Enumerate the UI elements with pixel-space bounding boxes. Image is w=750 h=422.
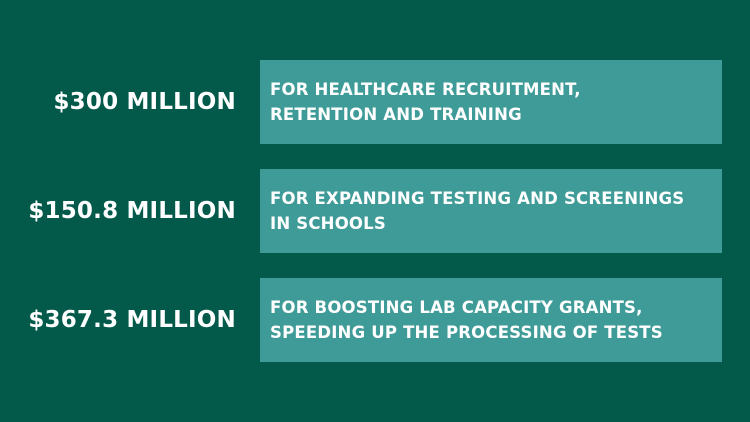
funding-description: FOR EXPANDING TESTING AND SCREENINGS IN … — [270, 189, 685, 233]
funding-item: $367.3 MILLION FOR BOOSTING LAB CAPACITY… — [0, 278, 750, 362]
funding-description: FOR BOOSTING LAB CAPACITY GRANTS, SPEEDI… — [270, 298, 663, 342]
funding-description-box: FOR BOOSTING LAB CAPACITY GRANTS, SPEEDI… — [260, 278, 722, 362]
funding-item: $150.8 MILLION FOR EXPANDING TESTING AND… — [0, 169, 750, 253]
funding-description-box: FOR EXPANDING TESTING AND SCREENINGS IN … — [260, 169, 722, 253]
funding-description: FOR HEALTHCARE RECRUITMENT, RETENTION AN… — [270, 80, 581, 124]
funding-amount: $300 MILLION — [53, 89, 236, 115]
funding-item: $300 MILLION FOR HEALTHCARE RECRUITMENT,… — [0, 60, 750, 144]
funding-description-box: FOR HEALTHCARE RECRUITMENT, RETENTION AN… — [260, 60, 722, 144]
funding-amount: $367.3 MILLION — [28, 307, 236, 333]
funding-amount: $150.8 MILLION — [28, 198, 236, 224]
